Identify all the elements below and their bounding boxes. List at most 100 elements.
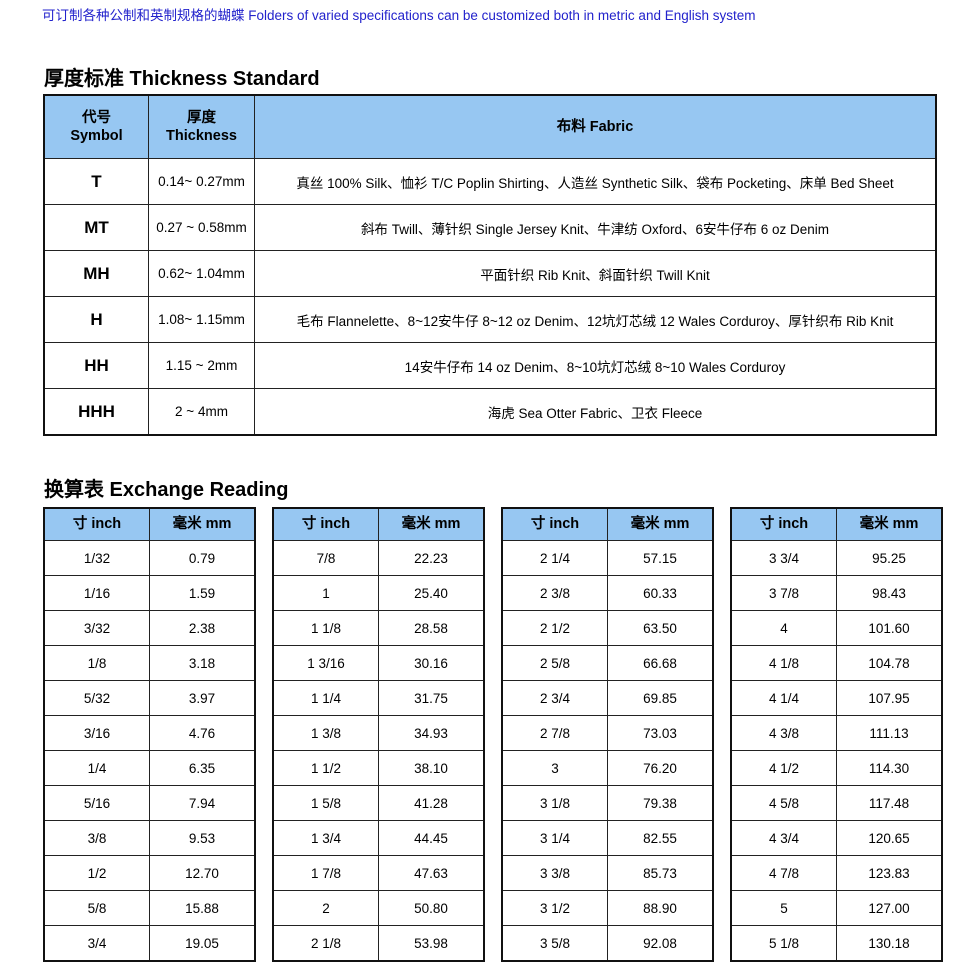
thickness-cell-thickness: 0.62~ 1.04mm [148, 250, 255, 297]
thickness-cell-fabric: 真丝 100% Silk、恤衫 T/C Poplin Shirting、人造丝 … [254, 158, 937, 205]
table-row: 3/16 4.76 [43, 715, 256, 751]
table-row: 3 3/4 95.25 [730, 540, 943, 576]
exchange-cell-mm: 76.20 [607, 750, 714, 786]
exchange-cell-inch: 1 1/2 [272, 750, 379, 786]
exchange-cell-inch: 4 5/8 [730, 785, 837, 821]
exchange-cell-inch: 1 3/8 [272, 715, 379, 751]
table-row: 2 3/4 69.85 [501, 680, 714, 716]
exchange-cell-mm: 34.93 [378, 715, 485, 751]
thickness-header-thickness: 厚度 Thickness [148, 94, 255, 159]
table-row: 2 3/8 60.33 [501, 575, 714, 611]
exchange-cell-inch: 3 1/4 [501, 820, 608, 856]
exchange-cell-inch: 1 3/16 [272, 645, 379, 681]
exchange-cell-inch: 4 7/8 [730, 855, 837, 891]
table-row: 3 76.20 [501, 750, 714, 786]
thickness-table-head: 代号 Symbol 厚度 Thickness 布料 Fabric [43, 94, 937, 159]
table-row: 5 127.00 [730, 890, 943, 926]
exchange-cell-inch: 3/16 [43, 715, 150, 751]
exchange-cell-mm: 4.76 [149, 715, 256, 751]
thickness-header-thickness-en: Thickness [166, 128, 237, 144]
exchange-cell-inch: 1 5/8 [272, 785, 379, 821]
table-row: 4 7/8 123.83 [730, 855, 943, 891]
thickness-standard-table: 代号 Symbol 厚度 Thickness 布料 Fabric T 0.14~ … [43, 94, 937, 436]
exchange-cell-mm: 47.63 [378, 855, 485, 891]
exchange-cell-mm: 92.08 [607, 925, 714, 962]
table-row: 1 3/16 30.16 [272, 645, 485, 681]
exchange-table-1-head: 寸 inch 毫米 mm [43, 507, 256, 541]
table-row: T 0.14~ 0.27mm 真丝 100% Silk、恤衫 T/C Poplin … [43, 158, 937, 205]
exchange-cell-mm: 2.38 [149, 610, 256, 646]
exchange-cell-mm: 38.10 [378, 750, 485, 786]
exchange-cell-inch: 2 3/8 [501, 575, 608, 611]
exchange-header-inch: 寸 inch [272, 507, 379, 541]
exchange-cell-inch: 2 1/8 [272, 925, 379, 962]
exchange-table-2-head: 寸 inch 毫米 mm [272, 507, 485, 541]
exchange-cell-inch: 2 5/8 [501, 645, 608, 681]
exchange-cell-inch: 4 1/4 [730, 680, 837, 716]
table-row: 1/8 3.18 [43, 645, 256, 681]
thickness-cell-fabric: 斜布 Twill、薄针织 Single Jersey Knit、牛津纺 Oxfo… [254, 204, 937, 251]
exchange-cell-inch: 5 [730, 890, 837, 926]
exchange-header-row: 寸 inch 毫米 mm [43, 507, 256, 541]
table-row: 3 1/2 88.90 [501, 890, 714, 926]
exchange-cell-mm: 9.53 [149, 820, 256, 856]
exchange-cell-inch: 1/8 [43, 645, 150, 681]
thickness-cell-thickness: 0.14~ 0.27mm [148, 158, 255, 205]
exchange-header-inch: 寸 inch [43, 507, 150, 541]
exchange-cell-inch: 3 5/8 [501, 925, 608, 962]
thickness-header-symbol: 代号 Symbol [43, 94, 149, 159]
table-row: HH 1.15 ~ 2mm 14安牛仔布 14 oz Denim、8~10坑灯芯绒 … [43, 342, 937, 389]
exchange-header-mm: 毫米 mm [149, 507, 256, 541]
table-row: 5/8 15.88 [43, 890, 256, 926]
exchange-cell-inch: 2 7/8 [501, 715, 608, 751]
table-row: 3 1/8 79.38 [501, 785, 714, 821]
exchange-table-3-body: 2 1/4 57.15 2 3/8 60.33 2 1/2 63.50 2 5/8 66.68… [501, 540, 714, 962]
table-row: MT 0.27 ~ 0.58mm 斜布 Twill、薄针织 Single Jerse… [43, 204, 937, 251]
table-row: 3 3/8 85.73 [501, 855, 714, 891]
exchange-cell-inch: 3/8 [43, 820, 150, 856]
thickness-cell-fabric: 海虎 Sea Otter Fabric、卫衣 Fleece [254, 388, 937, 436]
exchange-cell-inch: 2 1/2 [501, 610, 608, 646]
table-row: 4 3/4 120.65 [730, 820, 943, 856]
thickness-cell-fabric: 毛布 Flannelette、8~12安牛仔 8~12 oz Denim、12坑… [254, 296, 937, 343]
table-row: 3 5/8 92.08 [501, 925, 714, 962]
table-row: 1 7/8 47.63 [272, 855, 485, 891]
table-row: 4 1/4 107.95 [730, 680, 943, 716]
table-row: 4 5/8 117.48 [730, 785, 943, 821]
thickness-cell-thickness: 0.27 ~ 0.58mm [148, 204, 255, 251]
thickness-header-symbol-cn: 代号 [82, 109, 111, 126]
exchange-cell-mm: 66.68 [607, 645, 714, 681]
table-row: 2 1/2 63.50 [501, 610, 714, 646]
exchange-cell-inch: 3 1/2 [501, 890, 608, 926]
table-row: 1/4 6.35 [43, 750, 256, 786]
thickness-header-thickness-cn: 厚度 [187, 109, 216, 126]
exchange-cell-inch: 4 [730, 610, 837, 646]
table-row: 1/2 12.70 [43, 855, 256, 891]
table-row: 2 50.80 [272, 890, 485, 926]
table-row: 1 5/8 41.28 [272, 785, 485, 821]
exchange-cell-mm: 114.30 [836, 750, 943, 786]
exchange-header-mm: 毫米 mm [378, 507, 485, 541]
exchange-cell-inch: 1 3/4 [272, 820, 379, 856]
exchange-cell-mm: 120.65 [836, 820, 943, 856]
thickness-cell-symbol: MT [43, 204, 149, 251]
exchange-table-1-body: 1/32 0.79 1/16 1.59 3/32 2.38 1/8 3.18 5/32 3.97 3… [43, 540, 256, 962]
exchange-cell-inch: 3 7/8 [730, 575, 837, 611]
thickness-cell-symbol: HH [43, 342, 149, 389]
exchange-header-inch: 寸 inch [501, 507, 608, 541]
exchange-cell-inch: 4 1/8 [730, 645, 837, 681]
exchange-cell-inch: 3 1/8 [501, 785, 608, 821]
table-row: 1/16 1.59 [43, 575, 256, 611]
table-row: 5/16 7.94 [43, 785, 256, 821]
page-banner-text: 可订制各种公制和英制规格的蝴蝶 Folders of varied specif… [42, 8, 756, 23]
exchange-header-mm: 毫米 mm [836, 507, 943, 541]
exchange-header-mm: 毫米 mm [607, 507, 714, 541]
table-row: 3 7/8 98.43 [730, 575, 943, 611]
thickness-cell-thickness: 2 ~ 4mm [148, 388, 255, 436]
exchange-cell-inch: 1 1/8 [272, 610, 379, 646]
exchange-cell-inch: 3/4 [43, 925, 150, 962]
exchange-cell-inch: 5/8 [43, 890, 150, 926]
table-row: 4 3/8 111.13 [730, 715, 943, 751]
exchange-cell-mm: 85.73 [607, 855, 714, 891]
exchange-cell-inch: 2 1/4 [501, 540, 608, 576]
